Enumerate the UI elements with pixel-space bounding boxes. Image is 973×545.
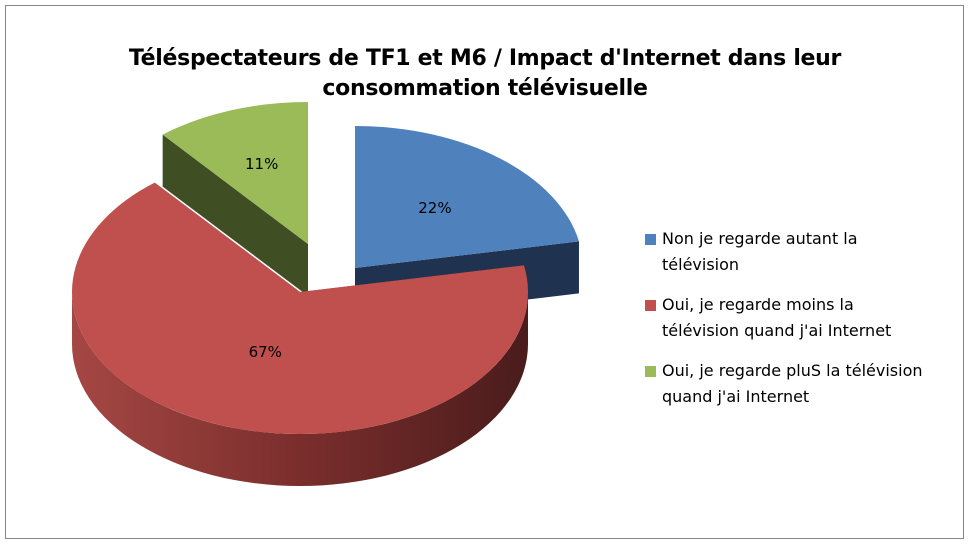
slice-side-face xyxy=(162,134,308,296)
legend-text: Oui, je regarde moins la xyxy=(662,295,854,314)
legend-swatch-green xyxy=(645,366,656,377)
pie-slice-autant xyxy=(355,126,579,268)
data-label: 11% xyxy=(245,155,278,173)
data-label: 67% xyxy=(249,343,282,361)
legend: Non je regarde autant la télévision Oui,… xyxy=(645,226,955,424)
legend-item-plus: Oui, je regarde pluS la télévision quand… xyxy=(645,358,955,410)
legend-swatch-blue xyxy=(645,234,656,245)
legend-text: Non je regarde autant la xyxy=(662,229,858,248)
pie-slice-plus xyxy=(162,102,308,244)
legend-item-moins: Oui, je regarde moins la télévision quan… xyxy=(645,292,955,344)
slice-outer-wall xyxy=(72,292,528,486)
legend-text: Oui, je regarde pluS la télévision xyxy=(662,361,923,380)
legend-text: télévision quand j'ai Internet xyxy=(662,321,892,340)
chart-title-line-2: consommation télévisuelle xyxy=(322,76,648,101)
data-label: 22% xyxy=(418,199,451,217)
legend-text: télévision xyxy=(662,255,740,274)
legend-text: quand j'ai Internet xyxy=(662,387,810,406)
pie-slice-moins xyxy=(71,182,529,434)
legend-item-autant: Non je regarde autant la télévision xyxy=(645,226,955,278)
legend-swatch-red xyxy=(645,300,656,311)
chart-title: Téléspectateurs de TF1 et M6 / Impact d'… xyxy=(6,44,964,104)
chart-title-line-1: Téléspectateurs de TF1 et M6 / Impact d'… xyxy=(128,46,842,71)
